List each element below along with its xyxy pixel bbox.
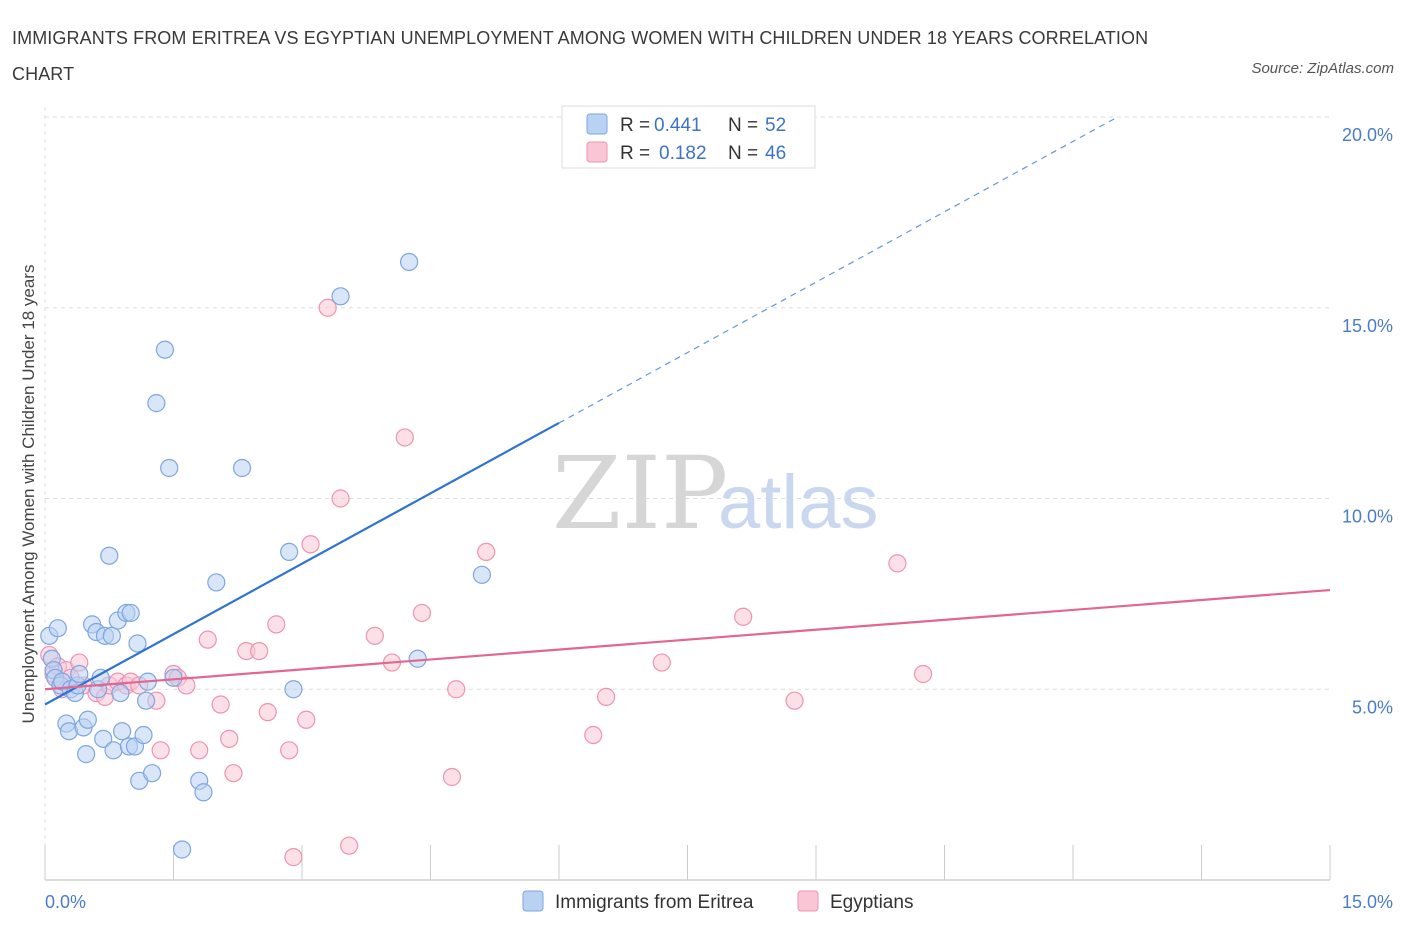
- egyptians-point: [190, 741, 209, 760]
- eritrea-point: [104, 741, 123, 760]
- eritrea-point: [78, 710, 97, 729]
- legend-n-value-blue: 52: [765, 115, 786, 136]
- egyptians-point: [297, 710, 316, 729]
- eritrea-point: [331, 287, 350, 306]
- egyptians-point: [331, 489, 350, 508]
- bottom-legend-label-blue: Immigrants from Eritrea: [555, 892, 754, 913]
- eritrea-point: [280, 542, 299, 562]
- x-tick-marks: [44, 845, 1331, 880]
- legend-bottom: Immigrants from Eritrea Egyptians: [522, 890, 913, 913]
- eritrea-point: [232, 458, 252, 478]
- eritrea-point: [136, 691, 156, 710]
- egyptians-point: [211, 695, 230, 714]
- egyptians-point: [395, 428, 414, 447]
- watermark-atlas: atlas: [718, 460, 879, 545]
- eritrea-point: [111, 683, 130, 703]
- source-label: Source: ZipAtlas.com: [1251, 60, 1394, 77]
- eritrea-point: [100, 546, 119, 565]
- legend-n-value-pink: 46: [765, 143, 786, 164]
- eritrea-point: [70, 664, 89, 684]
- eritrea-point: [172, 840, 192, 859]
- bottom-legend-swatch-pink: [797, 890, 819, 912]
- eritrea-point: [155, 340, 175, 359]
- egyptians-point: [652, 653, 671, 672]
- x-tick-label-min: 0.0%: [45, 892, 86, 912]
- egyptians-point: [584, 725, 603, 745]
- egyptians-point: [365, 626, 384, 645]
- eritrea-point: [121, 603, 140, 623]
- egyptians-point: [734, 607, 753, 626]
- y-tick-labels: 5.0% 10.0% 15.0% 20.0%: [1342, 125, 1393, 717]
- y-tick-label: 20.0%: [1342, 125, 1393, 145]
- legend-n-label-pink: N =: [728, 143, 758, 164]
- legend-r-value-pink: 0.182: [659, 143, 707, 164]
- eritrea-point: [207, 573, 226, 592]
- eritrea-point: [194, 783, 213, 802]
- legend-r-value-blue: 0.441: [654, 115, 702, 136]
- y-tick-label: 10.0%: [1342, 507, 1393, 527]
- y-tick-label: 5.0%: [1352, 697, 1393, 717]
- egyptians-point: [340, 836, 359, 855]
- legend-n-label-blue: N =: [728, 115, 758, 136]
- eritrea-point: [147, 394, 166, 413]
- egyptians-point: [442, 767, 462, 787]
- legend-top: R = 0.441 N = 52 R = 0.182 N = 46: [561, 105, 816, 169]
- eritrea-point: [399, 252, 419, 272]
- egyptians-point: [220, 729, 239, 748]
- egyptians-point: [785, 691, 804, 710]
- x-tick-label-max: 15.0%: [1342, 892, 1393, 912]
- eritrea-point: [408, 649, 427, 668]
- bottom-legend-swatch-blue: [522, 890, 544, 912]
- egyptians-point: [477, 542, 496, 562]
- eritrea-point: [472, 565, 491, 584]
- egyptians-point: [913, 664, 933, 684]
- legend-swatch-pink: [586, 141, 608, 163]
- chart-title: IMMIGRANTS FROM ERITREA VS EGYPTIAN UNEM…: [12, 28, 1149, 84]
- egyptians-point: [198, 630, 217, 649]
- egyptians-point: [284, 848, 303, 867]
- eritrea-point: [94, 729, 113, 748]
- eritrea-point: [112, 722, 132, 741]
- egyptians-point: [267, 615, 286, 634]
- legend-r-label-blue: R =: [620, 115, 650, 136]
- egyptians-point: [151, 741, 170, 760]
- watermark-zip: ZIP: [552, 435, 728, 552]
- egyptians-trend-line: [44, 588, 1331, 691]
- egyptians-point: [280, 741, 299, 760]
- eritrea-trend-line: [44, 421, 560, 706]
- legend-r-label-pink: R =: [620, 143, 650, 164]
- egyptians-point: [597, 687, 616, 706]
- y-axis-label: Unemployment Among Women with Children U…: [19, 265, 38, 724]
- egyptians-point: [318, 298, 337, 317]
- eritrea-points: [40, 252, 491, 859]
- eritrea-point: [48, 619, 67, 638]
- egyptians-point: [412, 603, 432, 623]
- eritrea-point: [284, 680, 303, 699]
- y-tick-label: 15.0%: [1342, 316, 1393, 336]
- eritrea-point: [160, 458, 179, 478]
- eritrea-point: [77, 745, 96, 764]
- egyptians-point: [250, 641, 269, 661]
- eritrea-point: [134, 725, 153, 745]
- legend-swatch-blue: [586, 113, 608, 135]
- eritrea-point: [102, 626, 121, 645]
- egyptians-point: [301, 535, 320, 554]
- egyptians-point: [888, 554, 907, 573]
- bottom-legend-label-pink: Egyptians: [830, 892, 913, 913]
- egyptians-point: [224, 764, 243, 783]
- egyptians-point: [447, 680, 466, 699]
- egyptians-point: [258, 703, 277, 722]
- trend-lines: [44, 116, 1331, 706]
- eritrea-point: [128, 634, 147, 653]
- eritrea-trend-extension: [558, 116, 1118, 424]
- eritrea-point: [142, 764, 162, 783]
